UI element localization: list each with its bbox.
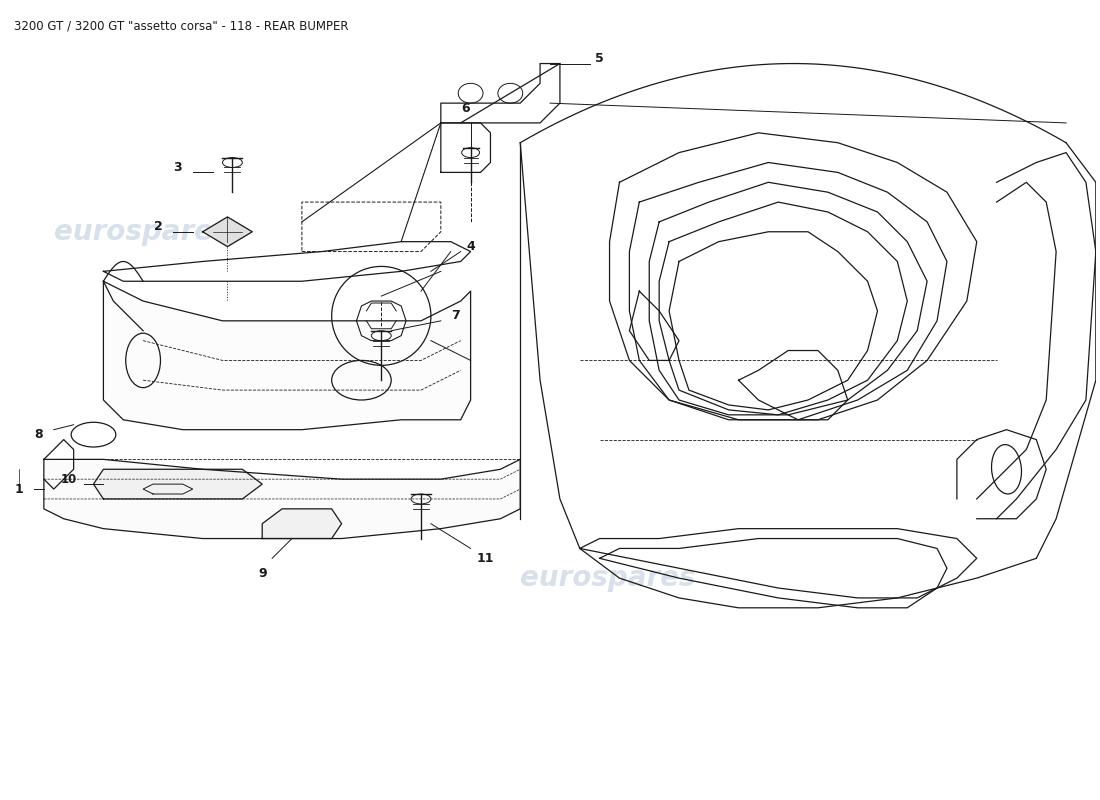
Ellipse shape [462,148,480,158]
Text: 11: 11 [476,552,494,565]
Text: 5: 5 [595,52,604,65]
Ellipse shape [372,330,392,341]
Text: 1: 1 [14,482,23,495]
Text: 10: 10 [60,473,77,486]
Ellipse shape [222,158,242,167]
Text: eurospares: eurospares [520,564,695,592]
Text: eurospares: eurospares [54,218,229,246]
Text: 7: 7 [451,310,460,322]
Text: 4: 4 [466,240,475,253]
Text: 9: 9 [257,566,266,580]
Polygon shape [202,217,252,246]
Text: 3200 GT / 3200 GT "assetto corsa" - 118 - REAR BUMPER: 3200 GT / 3200 GT "assetto corsa" - 118 … [14,19,349,32]
Polygon shape [103,282,471,430]
Text: 2: 2 [154,220,163,234]
Ellipse shape [411,494,431,504]
Text: 6: 6 [461,102,470,114]
Text: 3: 3 [174,161,183,174]
Polygon shape [262,509,342,538]
Text: 8: 8 [34,428,43,441]
Polygon shape [94,470,262,499]
Polygon shape [44,459,520,538]
